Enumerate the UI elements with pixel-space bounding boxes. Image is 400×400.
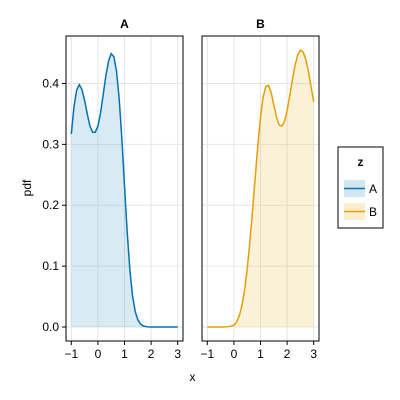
x-tick-label: −1 xyxy=(200,347,214,361)
x-tick-label: 0 xyxy=(95,347,102,361)
y-tick-label: 0.0 xyxy=(42,320,59,334)
y-tick-label: 0.2 xyxy=(42,198,59,212)
panel-b-grid xyxy=(202,36,319,341)
x-tick-label: 1 xyxy=(121,347,128,361)
panel-a: A −1 0 1 2 3 0.0 0.1 0.2 0.3 0.4 xyxy=(42,17,184,361)
y-tick-label: 0.3 xyxy=(42,137,59,151)
x-tick-label: 0 xyxy=(231,347,238,361)
legend-title: z xyxy=(358,155,364,169)
y-axis-label: pdf xyxy=(20,179,34,196)
legend-label-a: A xyxy=(369,182,377,196)
legend-entry-b: B xyxy=(344,203,377,220)
x-tick-label: −1 xyxy=(64,347,78,361)
y-tick-label: 0.4 xyxy=(42,76,59,90)
panel-a-title: A xyxy=(120,17,129,31)
legend-entry-a: A xyxy=(344,180,377,197)
x-tick-label: 2 xyxy=(148,347,155,361)
legend: z A B xyxy=(337,146,384,229)
x-tick-label: 3 xyxy=(174,347,181,361)
series-b-line xyxy=(207,48,315,328)
y-axis: 0.0 0.1 0.2 0.3 0.4 xyxy=(42,76,66,334)
x-tick-label: 1 xyxy=(257,347,264,361)
panel-a-x-axis: −1 0 1 2 3 xyxy=(64,341,181,361)
legend-label-b: B xyxy=(369,205,377,219)
y-tick-label: 0.1 xyxy=(42,259,59,273)
panel-b-x-axis: −1 0 1 2 3 xyxy=(200,341,317,361)
panel-b: B −1 0 1 2 3 xyxy=(200,17,320,361)
panel-b-title: B xyxy=(256,17,265,31)
series-b-area xyxy=(207,50,314,327)
x-axis-label: x xyxy=(190,370,196,384)
x-tick-label: 3 xyxy=(310,347,317,361)
legend-box xyxy=(337,146,384,229)
series-a-line xyxy=(70,52,178,328)
x-tick-label: 2 xyxy=(284,347,291,361)
